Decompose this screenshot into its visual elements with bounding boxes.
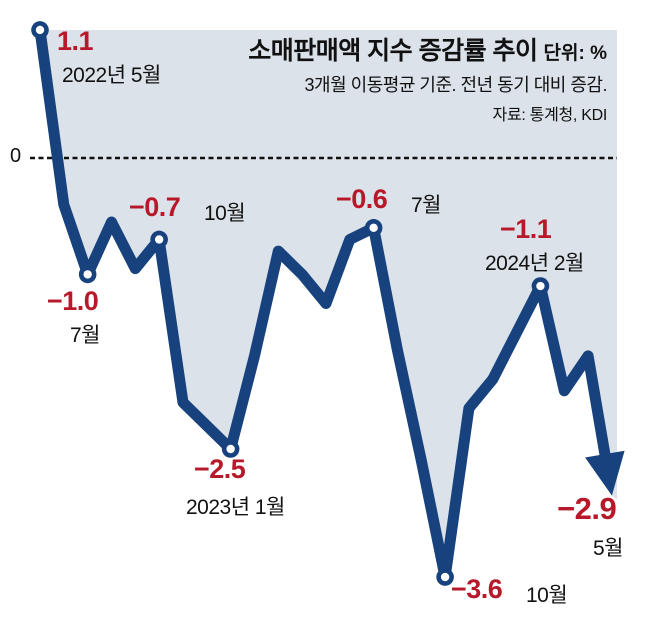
marker-core xyxy=(154,235,164,244)
marker-core xyxy=(536,281,545,291)
date-label: 2022년 5월 xyxy=(62,64,161,87)
title-row: 소매판매액 지수 증감률 추이 단위: % xyxy=(248,36,607,67)
value-label: −1.0 xyxy=(47,286,99,316)
date-label: 10월 xyxy=(526,584,568,607)
unit-label: 단위: % xyxy=(543,43,607,64)
date-label: 7월 xyxy=(411,194,442,217)
marker-core xyxy=(83,270,92,279)
date-label: 5월 xyxy=(593,537,624,560)
chart-subtitle: 3개월 이동평균 기준. 전년 동기 대비 증감. xyxy=(304,75,608,96)
marker-core xyxy=(226,444,235,454)
marker-core xyxy=(440,572,450,582)
marker-core xyxy=(35,25,45,35)
value-label: −3.6 xyxy=(451,574,503,604)
date-label: 2023년 1월 xyxy=(186,496,285,519)
data-point-markers xyxy=(31,21,550,586)
marker-core xyxy=(369,223,378,233)
value-label: −0.6 xyxy=(336,184,388,214)
value-label: −0.7 xyxy=(129,192,181,222)
chart-title: 소매판매액 지수 증감률 추이 xyxy=(248,37,538,65)
zero-axis-label: 0 xyxy=(10,145,22,167)
value-label: −2.5 xyxy=(194,454,246,484)
date-label: 7월 xyxy=(70,324,101,347)
date-label: 2024년 2월 xyxy=(485,252,584,275)
date-label: 10월 xyxy=(204,202,246,225)
chart-header: 소매판매액 지수 증감률 추이 단위: % 3개월 이동평균 기준. 전년 동기 … xyxy=(248,36,607,126)
arrow-head-icon xyxy=(585,450,625,496)
value-label: 1.1 xyxy=(57,26,94,56)
area-fill xyxy=(40,30,617,577)
trend-line xyxy=(34,24,611,583)
source-credit: 자료: 통계청, KDI xyxy=(492,106,608,124)
value-label: −1.1 xyxy=(500,214,552,244)
value-label: −2.9 xyxy=(557,491,617,526)
